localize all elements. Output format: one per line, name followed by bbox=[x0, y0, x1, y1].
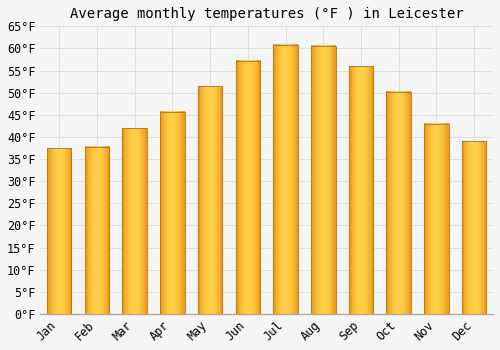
Title: Average monthly temperatures (°F ) in Leicester: Average monthly temperatures (°F ) in Le… bbox=[70, 7, 464, 21]
